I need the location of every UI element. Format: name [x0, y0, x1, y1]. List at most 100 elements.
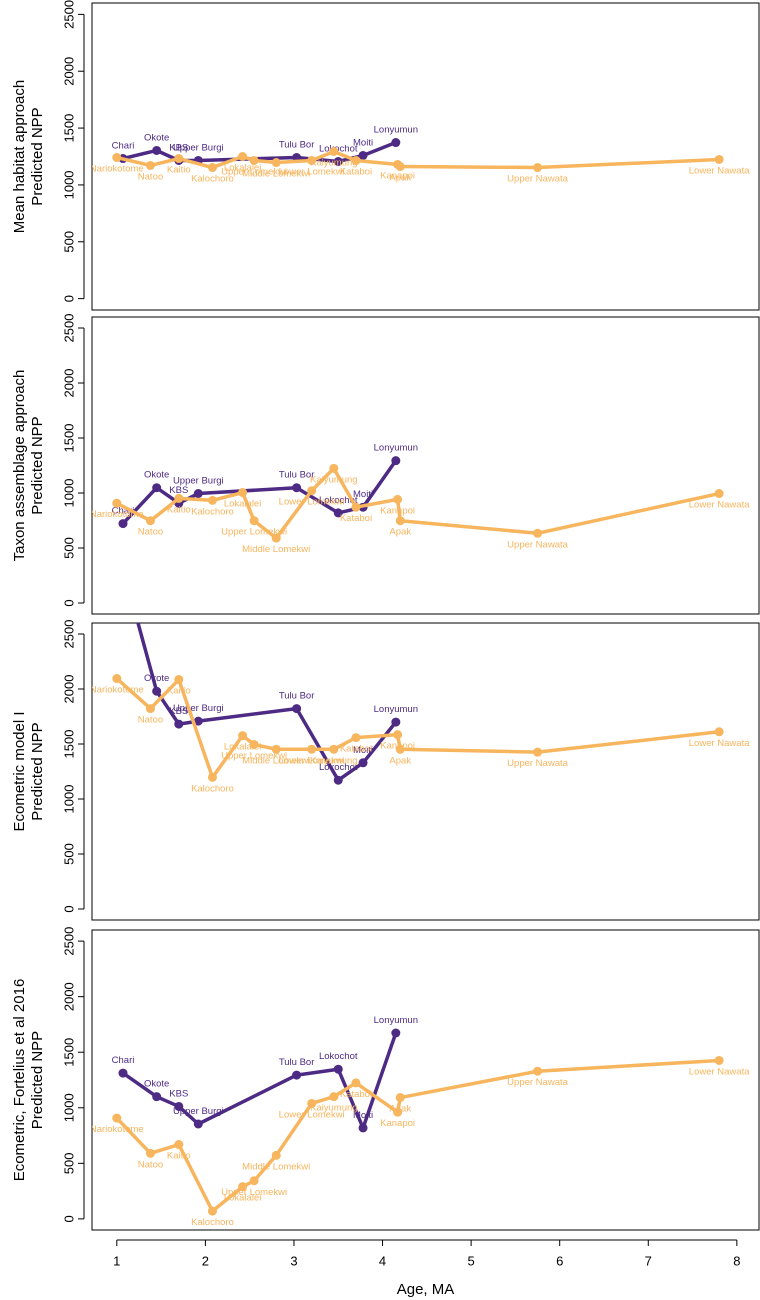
point-label: Upper Nawata [507, 174, 568, 185]
y-tick-label: 1000 [61, 479, 76, 508]
data-point [119, 564, 128, 573]
y-tick-label: 500 [61, 231, 76, 253]
point-label: Apak [389, 1104, 411, 1115]
panel: 0 500 1000 1500 2000 2500 Ecometric model I Pre… [11, 550, 760, 921]
point-label: Upper Burgi [173, 703, 224, 714]
point-label: Lower Nawata [689, 1066, 750, 1077]
point-label: Lower Lomekwi [279, 166, 345, 177]
point-label: Moiti [353, 745, 373, 756]
data-point [152, 145, 162, 155]
point-label: Natoo [138, 715, 163, 726]
point-label: Tulu Bor [279, 140, 315, 151]
point-label: Tulu Bor [279, 470, 315, 481]
data-point [393, 1107, 403, 1117]
y-tick-label: 500 [61, 537, 76, 559]
point-label: Lokochot [319, 1051, 358, 1062]
data-point [395, 162, 405, 172]
data-point [145, 704, 155, 714]
data-point [249, 739, 259, 749]
point-label: Chari [112, 1055, 135, 1066]
point-label: Natoo [138, 171, 163, 182]
y-tick-label: 2000 [61, 369, 76, 398]
data-point [118, 1068, 128, 1078]
y-tick-label: 500 [61, 843, 76, 865]
point-label: Apak [389, 755, 411, 766]
y-tick-label: 2500 [61, 0, 76, 29]
data-point [292, 1070, 302, 1080]
point-label: Tulu Bor [279, 691, 315, 702]
y-tick-label: 1000 [61, 785, 76, 814]
y-tick-label: 2000 [61, 675, 76, 704]
y-tick-label: 2000 [61, 57, 76, 86]
point-label: Kataboi [340, 1089, 372, 1100]
y-axis-title: Predicted NPP [29, 107, 46, 205]
point-label: Middle Lomekwi [242, 169, 310, 180]
data-point [307, 744, 317, 754]
y-tick-label: 2500 [61, 927, 76, 956]
data-point [533, 747, 543, 757]
point-label: Kaiyumung [310, 1103, 358, 1114]
x-tick-label: 3 [290, 1253, 297, 1268]
data-point [118, 519, 128, 529]
point-label: Nariokotome [90, 685, 144, 696]
point-label: Chari [112, 141, 135, 152]
data-point [333, 508, 343, 518]
point-label: Kaitio [167, 686, 191, 697]
plot-frame [91, 622, 760, 921]
data-point [395, 516, 405, 526]
point-label: Nariokotome [90, 1124, 144, 1135]
point-label: Kalochoro [191, 506, 234, 517]
y-axis-title: Ecometric model I [11, 711, 28, 831]
data-point [207, 772, 217, 782]
point-label: Lonyumun [374, 704, 418, 715]
point-label: Upper Nawata [507, 758, 568, 769]
y-axis-title: Predicted NPP [29, 1031, 46, 1129]
point-label: Kataboi [340, 744, 372, 755]
point-label: Kanapoi [380, 170, 415, 181]
y-tick-label: 0 [61, 599, 76, 606]
point-label: KBS [169, 485, 188, 496]
data-point [152, 1092, 162, 1102]
point-label: KBS [169, 1088, 188, 1099]
point-label: Kanapoi [380, 1118, 415, 1129]
data-point [714, 1055, 724, 1065]
point-label: Nariokotome [90, 509, 144, 520]
plot-frame [91, 929, 760, 1231]
y-tick-label: 0 [61, 905, 76, 912]
data-point [238, 731, 248, 741]
data-point [307, 1098, 317, 1108]
point-label: Upper Burgi [173, 476, 224, 487]
point-label: Moiti [353, 137, 373, 148]
y-tick-label: 1500 [61, 114, 76, 143]
data-point [174, 493, 184, 503]
panel: 0 500 1000 1500 2000 2500 Ecometric, Fortelius… [11, 927, 760, 1298]
y-tick-label: 0 [61, 1215, 76, 1222]
data-point [207, 163, 217, 173]
plot-frame [91, 316, 760, 615]
point-label: Upper Lomekwi [221, 1187, 287, 1198]
point-label: Kaitio [167, 504, 191, 515]
x-tick-label: 4 [379, 1253, 386, 1268]
point-label: KBS [169, 706, 188, 717]
data-point [533, 528, 543, 538]
point-label: Kalochoro [191, 783, 234, 794]
data-point [329, 1092, 339, 1102]
plot-frame [91, 2, 760, 311]
data-point [351, 502, 361, 512]
data-point [533, 1066, 543, 1076]
point-label: Kaitio [167, 1151, 191, 1162]
data-point [238, 488, 248, 498]
data-point [329, 744, 339, 754]
data-point [271, 744, 281, 754]
data-point [112, 1113, 122, 1123]
point-label: Lonyumun [374, 125, 418, 136]
point-label: Lokochot [319, 762, 358, 773]
data-point [193, 1119, 203, 1129]
y-tick-label: 1000 [61, 1093, 76, 1122]
data-point [145, 516, 155, 526]
y-tick-label: 1500 [61, 424, 76, 453]
series-line [115, 677, 720, 780]
point-label: Chari [112, 550, 135, 561]
point-label: Upper Nawata [507, 539, 568, 550]
